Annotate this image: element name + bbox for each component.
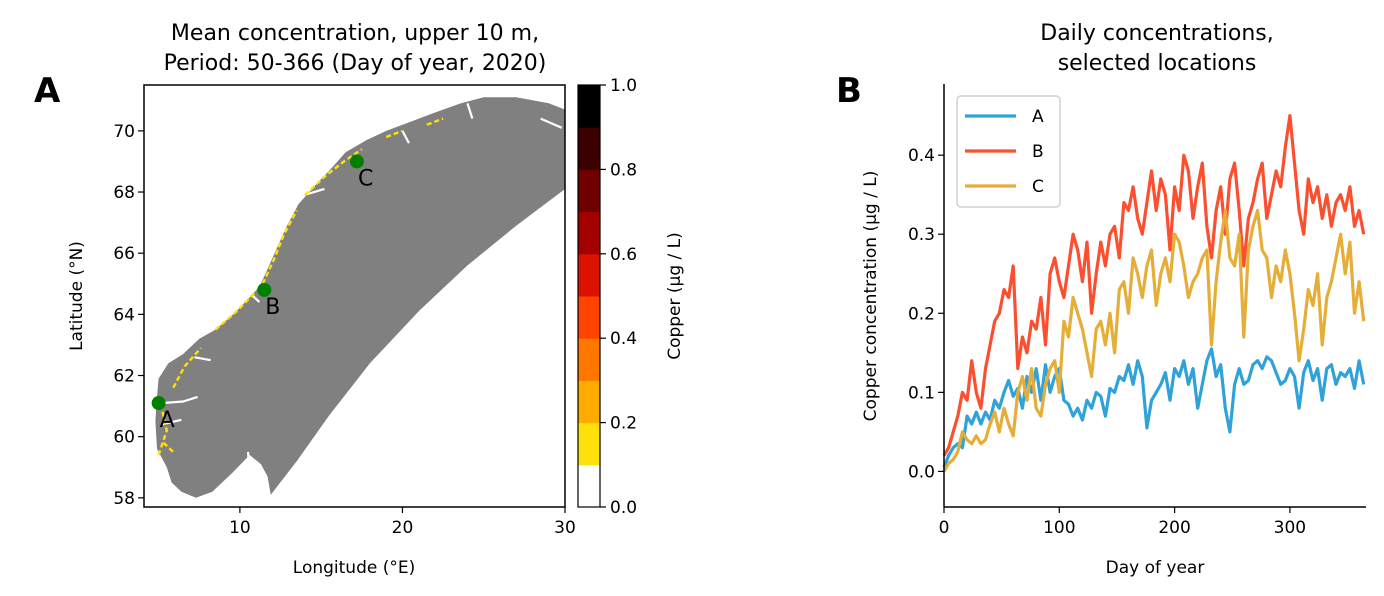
map-ylabel: Latitude (°N) xyxy=(67,241,87,351)
colorbar-band xyxy=(578,169,600,213)
map-xlabel: Longitude (°E) xyxy=(293,558,415,578)
line-ytick-label: 0.1 xyxy=(908,383,935,403)
series-line-c xyxy=(942,208,1366,473)
line-ylabel: Copper concentration (µg / L) xyxy=(861,171,881,422)
location-marker-b xyxy=(257,282,272,297)
coastal-concentration xyxy=(426,117,444,126)
line-title-line1: Daily concentrations, xyxy=(1040,21,1273,46)
colorbar-band xyxy=(578,338,600,381)
map-ytick-label: 68 xyxy=(113,183,135,203)
map-ytick-label: 66 xyxy=(113,244,135,264)
colorbar: 0.0 0.2 0.4 0.6 0.8 1.0 xyxy=(577,76,637,518)
map-xtick-label: 20 xyxy=(392,518,414,538)
map-ytick-label: 60 xyxy=(113,428,135,448)
map-ytick-label: 64 xyxy=(113,305,135,325)
colorbar-band xyxy=(578,85,600,128)
fjord xyxy=(466,103,474,119)
line-title-line2: selected locations xyxy=(1058,51,1257,76)
line-panel: B Daily concentrations, selected locatio… xyxy=(836,21,1366,578)
location-marker-c xyxy=(349,154,364,169)
legend-label-b: B xyxy=(1032,142,1044,162)
colorbar-band xyxy=(578,464,600,508)
line-xlabel: Day of year xyxy=(1106,558,1205,578)
fjord xyxy=(246,451,251,474)
series-line-a xyxy=(942,347,1366,469)
colorbar-band xyxy=(578,380,600,424)
map-ytick-label: 62 xyxy=(113,367,135,387)
colorbar-tick-label: 1.0 xyxy=(610,76,637,96)
series-lines xyxy=(942,113,1366,473)
fjord xyxy=(540,117,563,129)
map-ticks: 10 20 30 58 60 62 64 66 68 70 xyxy=(113,122,575,538)
fjord xyxy=(401,130,410,144)
colorbar-tick-label: 0.4 xyxy=(610,329,637,349)
map-title-line2: Period: 50-366 (Day of year, 2020) xyxy=(164,51,547,76)
coastal-concentration xyxy=(162,441,175,453)
map-ytick-label: 58 xyxy=(113,489,135,509)
fjord xyxy=(163,395,198,405)
fjord xyxy=(194,356,211,362)
panel-label-a: A xyxy=(34,71,61,111)
colorbar-tick-label: 0.6 xyxy=(610,245,637,265)
map-panel: A Mean concentration, upper 10 m, Period… xyxy=(34,21,685,578)
model-domain-land xyxy=(155,97,565,498)
colorbar-tick-label: 0.8 xyxy=(610,160,637,180)
line-ytick-label: 0.3 xyxy=(908,225,935,245)
location-label-a: A xyxy=(160,408,175,433)
coastal-concentration xyxy=(385,129,403,139)
fjord xyxy=(293,187,325,200)
series-line-b xyxy=(942,113,1366,457)
colorbar-frame xyxy=(577,84,601,508)
colorbar-band xyxy=(578,422,600,466)
map-markers: A B C xyxy=(151,154,373,433)
location-label-b: B xyxy=(265,295,280,320)
line-xtick-label: 300 xyxy=(1274,518,1306,538)
colorbar-tick-label: 0.2 xyxy=(610,414,637,434)
coastal-concentration xyxy=(157,408,169,456)
legend-label-a: A xyxy=(1032,107,1044,127)
map-area xyxy=(155,97,565,498)
line-xtick-label: 200 xyxy=(1158,518,1190,538)
colorbar-band xyxy=(578,127,600,170)
legend: ABC xyxy=(956,95,1061,208)
line-xtick-label: 0 xyxy=(939,518,950,538)
legend-label-c: C xyxy=(1032,177,1044,197)
map-xtick-label: 10 xyxy=(229,518,251,538)
line-ticks: 0 100 200 300 0.0 0.1 0.2 0.3 0.4 xyxy=(908,146,1306,538)
line-xtick-label: 100 xyxy=(1043,518,1075,538)
line-ytick-label: 0.4 xyxy=(908,146,935,166)
colorbar-band xyxy=(578,296,600,339)
panel-label-b: B xyxy=(836,71,862,111)
map-title-line1: Mean concentration, upper 10 m, xyxy=(171,21,539,46)
colorbar-tick-label: 0.0 xyxy=(610,498,637,518)
map-xtick-label: 30 xyxy=(554,518,576,538)
map-ytick-label: 70 xyxy=(113,122,135,142)
colorbar-band xyxy=(578,253,600,297)
coastal-concentration xyxy=(214,292,256,331)
coastal-concentration xyxy=(172,347,202,389)
coastal-concentration xyxy=(261,209,298,285)
line-ytick-label: 0.0 xyxy=(908,462,935,482)
colorbar-band xyxy=(578,211,600,255)
colorbar-label: Copper (µg / L) xyxy=(665,232,685,360)
map-frame xyxy=(143,84,566,508)
location-label-c: C xyxy=(358,166,373,191)
line-ytick-label: 0.2 xyxy=(908,304,935,324)
location-marker-a xyxy=(151,396,166,411)
